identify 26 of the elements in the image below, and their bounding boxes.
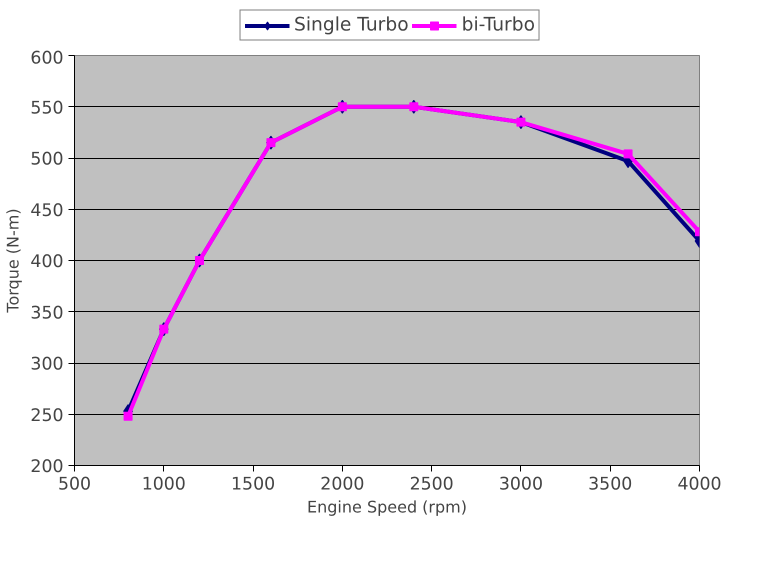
point: [338, 102, 347, 112]
x-axis-title: Engine Speed (rpm): [307, 498, 467, 516]
y-tick-label: 200: [30, 457, 64, 477]
x-tick-label: 2000: [320, 474, 364, 494]
y-tick-label: 500: [30, 150, 64, 170]
y-tick-label: 300: [30, 354, 64, 374]
x-tick-label: 3500: [588, 474, 632, 494]
legend-label: Single Turbo: [294, 14, 409, 36]
point: [624, 149, 633, 158]
point: [409, 102, 418, 112]
x-tick-label: 1500: [231, 474, 276, 494]
y-axis-title: Torque (N-m): [3, 208, 22, 314]
x-tick-label: 1000: [142, 474, 186, 494]
x-tick-label: 3000: [498, 474, 543, 494]
y-tick-label: 550: [30, 98, 64, 118]
y-tick-label: 450: [30, 200, 64, 221]
point: [516, 118, 526, 127]
y-tick-label: 350: [30, 303, 64, 324]
x-tick-label: 4000: [677, 474, 722, 494]
x-tick-label: 500: [58, 474, 92, 494]
y-tick-label: 400: [30, 252, 64, 272]
x-tick-label: 2500: [410, 474, 454, 494]
point: [124, 412, 133, 421]
legend-label: bi-Turbo: [462, 14, 535, 36]
y-tick-label: 250: [30, 406, 64, 426]
y-tick-label: 600: [30, 48, 64, 68]
